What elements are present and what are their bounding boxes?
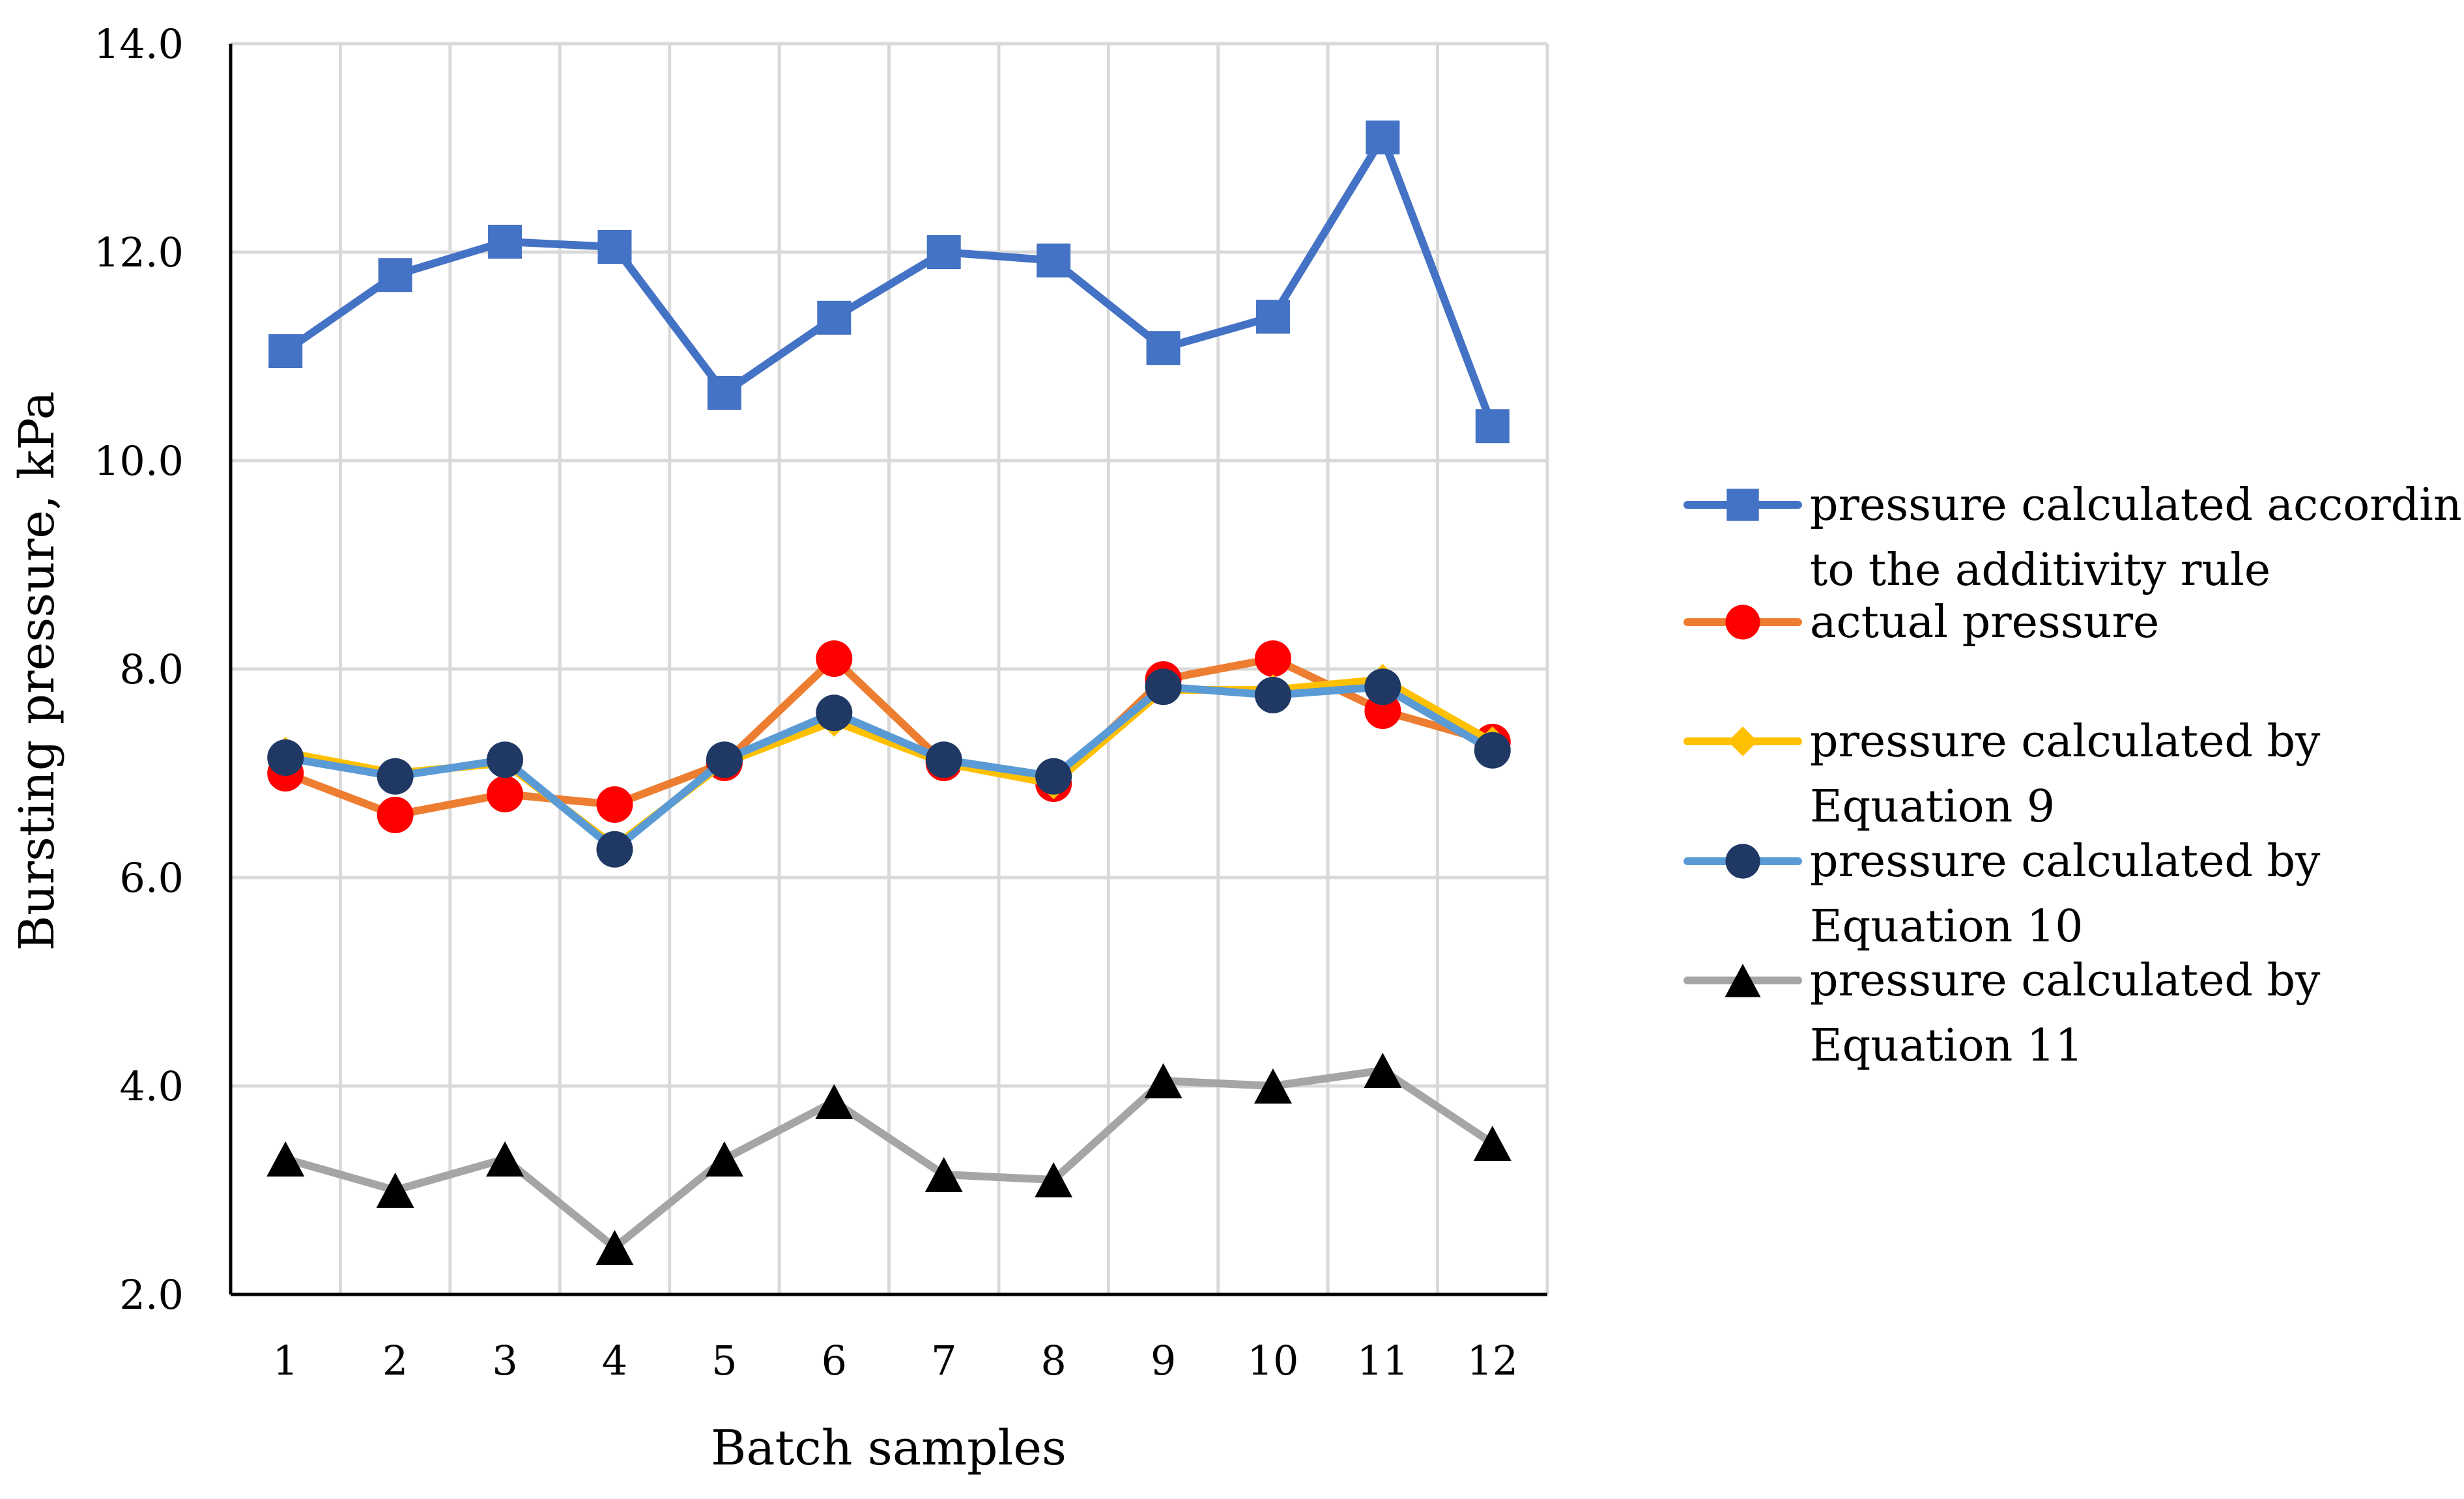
data-point [1253, 1068, 1292, 1104]
x-tick-label: 12 [1467, 1337, 1518, 1384]
y-tick-label: 4.0 [119, 1063, 184, 1110]
data-point [1254, 677, 1291, 713]
y-tick-label: 14.0 [94, 20, 184, 68]
series-group [266, 121, 1511, 1265]
data-point [266, 1141, 305, 1177]
data-point [1473, 1126, 1511, 1161]
series-1 [268, 121, 1510, 444]
data-point [378, 258, 412, 293]
y-tick-label: 8.0 [119, 646, 184, 693]
data-point [1144, 1063, 1182, 1098]
data-point [1037, 243, 1071, 278]
data-point [268, 334, 303, 368]
y-tick-label: 6.0 [119, 854, 184, 902]
series-5 [266, 1053, 1511, 1265]
data-point [1725, 844, 1760, 879]
y-tick-label: 12.0 [94, 229, 184, 276]
data-point [1475, 409, 1510, 444]
legend-label: actual pressure [1810, 597, 2159, 648]
x-tick-label: 7 [931, 1337, 956, 1384]
x-tick-label: 11 [1357, 1337, 1409, 1384]
data-point [707, 376, 741, 410]
axes [229, 44, 1547, 1296]
legend-entry: pressure calculated by Equation 9 [1683, 716, 2321, 833]
x-tick-label: 1 [272, 1337, 298, 1384]
data-point [705, 1141, 743, 1177]
legend-entry: pressure calculated by Equation 11 [1683, 955, 2321, 1072]
data-point [926, 235, 961, 269]
data-point [488, 225, 523, 259]
legend-label: Equation 10 [1810, 901, 2083, 952]
data-point [267, 739, 304, 776]
data-point [596, 831, 633, 868]
data-point [1146, 331, 1181, 365]
legend-label: pressure calculated by [1810, 836, 2321, 887]
data-point [1364, 1053, 1402, 1088]
data-point [377, 758, 414, 795]
legend-entry: pressure calculated according to the addi… [1683, 479, 2464, 596]
data-point [1728, 726, 1758, 756]
data-point [1145, 668, 1182, 706]
data-point [1366, 121, 1400, 154]
legend-label: pressure calculated according [1810, 479, 2464, 531]
data-point [487, 741, 524, 778]
data-point [486, 1141, 524, 1177]
series-line [281, 683, 1497, 853]
data-point [377, 797, 414, 833]
data-point [1474, 732, 1511, 769]
data-point [596, 786, 633, 823]
data-point [1364, 668, 1401, 706]
data-point [595, 1230, 634, 1265]
data-point [597, 230, 632, 264]
x-axis-ticks: 1 2 3 4 5 6 7 8 9 10 11 12 [272, 1337, 1518, 1384]
legend-label: to the additivity rule [1810, 545, 2271, 596]
x-axis-title: Batch samples [711, 1420, 1067, 1476]
series-line [281, 655, 1497, 819]
data-point [1035, 1162, 1073, 1197]
legend-entry: actual pressure [1683, 597, 2159, 648]
legend-label: pressure calculated by [1810, 955, 2321, 1006]
series-line [281, 1066, 1497, 1251]
data-point [1725, 605, 1760, 640]
x-tick-label: 3 [492, 1337, 517, 1384]
data-point [1255, 300, 1290, 334]
x-tick-label: 4 [602, 1337, 627, 1384]
data-point [925, 741, 962, 778]
y-tick-label: 2.0 [119, 1271, 184, 1319]
x-tick-label: 9 [1151, 1337, 1176, 1384]
data-point [815, 1084, 853, 1119]
data-point [924, 1157, 963, 1192]
x-tick-label: 10 [1248, 1337, 1299, 1384]
data-point [817, 300, 852, 335]
grid-lines [231, 42, 1549, 1294]
x-tick-label: 6 [822, 1337, 847, 1384]
x-tick-label: 5 [711, 1337, 737, 1384]
y-axis-title: Bursting pressure, kPa [9, 391, 65, 950]
legend-label: Equation 11 [1810, 1020, 2083, 1072]
data-point [487, 776, 524, 812]
legend-entry: pressure calculated by Equation 10 [1683, 836, 2321, 952]
x-tick-label: 2 [382, 1337, 408, 1384]
data-point [1035, 758, 1072, 795]
x-tick-label: 8 [1040, 1337, 1066, 1384]
data-point [816, 640, 853, 677]
legend-label: Equation 9 [1810, 781, 2055, 833]
data-point [1726, 489, 1759, 521]
series-4 [267, 668, 1511, 868]
data-point [376, 1173, 414, 1208]
legend: pressure calculated according to the addi… [1683, 479, 2464, 1072]
legend-label: pressure calculated by [1810, 716, 2321, 767]
data-point [1725, 964, 1761, 997]
data-point [1254, 640, 1291, 677]
data-point [816, 694, 853, 732]
data-point [706, 741, 743, 778]
y-axis-ticks: 2.0 4.0 6.0 8.0 10.0 12.0 14.0 [94, 20, 184, 1319]
y-tick-label: 10.0 [94, 437, 184, 485]
series-line [281, 134, 1497, 431]
